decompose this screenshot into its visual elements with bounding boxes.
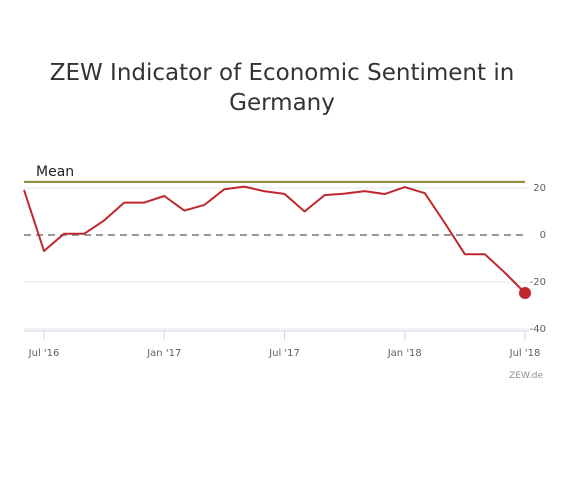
mean-label: Mean (36, 164, 74, 180)
x-tick-label: Jul '16 (28, 348, 60, 359)
x-tick-label: Jan '18 (387, 348, 422, 359)
chart-title-line-2: Germany (229, 90, 335, 116)
y-tick-label: -20 (530, 277, 546, 288)
series-line (23, 185, 526, 294)
grid-layer (24, 187, 529, 330)
reference-lines: Mean (24, 164, 525, 236)
x-tick-label: Jul '17 (268, 348, 300, 359)
y-tick-label: 0 (540, 230, 546, 241)
y-tick-label: 20 (533, 183, 546, 194)
series-layer (23, 185, 531, 300)
chart-title: ZEW Indicator of Economic Sentiment in G… (50, 60, 515, 116)
x-tick-label: Jan '17 (146, 348, 181, 359)
x-tick-label: Jul '18 (509, 348, 541, 359)
axes: 20 0 -20 -40 Jul '16 Jan '17 Jul '17 Jan '18 Jul… (24, 183, 546, 359)
chart-title-line-1: ZEW Indicator of Economic Sentiment in (50, 60, 515, 86)
y-tick-label: -40 (530, 324, 546, 335)
chart-credit: ZEW.de (509, 371, 543, 381)
last-value-marker (519, 287, 531, 300)
